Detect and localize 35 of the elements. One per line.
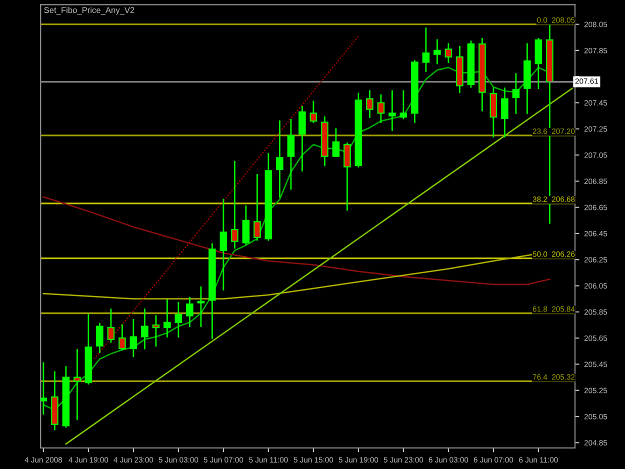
- chart-title: Set_Fibo_Price_Any_V2: [44, 6, 134, 15]
- candlestick: [254, 174, 261, 241]
- candlestick: [298, 106, 306, 172]
- candlestick: [534, 38, 542, 90]
- candlestick: [287, 119, 295, 190]
- candlestick: [186, 296, 194, 328]
- candlestick: [310, 100, 318, 124]
- candlestick: [96, 323, 104, 354]
- candlestick: [332, 128, 340, 158]
- candlestick: [197, 286, 205, 328]
- candlestick: [388, 90, 396, 131]
- candlestick: [242, 205, 250, 245]
- candlestick: [40, 362, 48, 415]
- candlestick: [130, 319, 138, 358]
- line-series: [42, 196, 550, 286]
- candlestick: [444, 43, 452, 63]
- candlestick: [164, 299, 171, 338]
- candlestick: [434, 39, 441, 64]
- candlestick: [74, 349, 81, 420]
- candlestick: [118, 324, 126, 351]
- candlestick: [501, 88, 508, 138]
- candlestick: [377, 94, 385, 124]
- candlestick: [366, 90, 374, 118]
- candlestick: [490, 88, 498, 138]
- candlestick: [231, 160, 238, 249]
- candlestick: [141, 308, 148, 350]
- candlestick: [512, 73, 520, 114]
- candlestick: [344, 142, 351, 211]
- candlestick: [422, 28, 430, 72]
- candlestick: [400, 90, 408, 120]
- candlestick: [220, 198, 228, 290]
- candlestick: [152, 315, 160, 347]
- candlestick: [174, 302, 182, 338]
- candlestick: [276, 120, 284, 198]
- candlestick: [107, 308, 115, 343]
